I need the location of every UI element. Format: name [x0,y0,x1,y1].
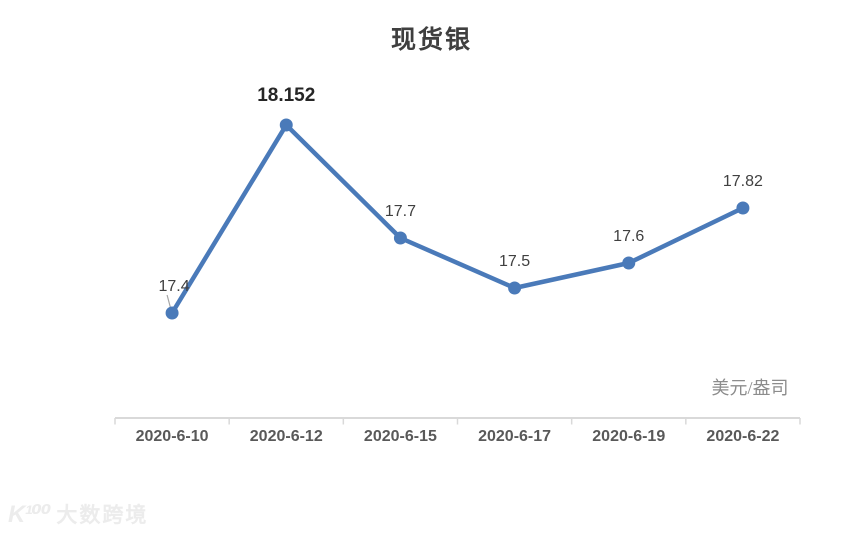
chart-title: 现货银 [390,27,472,54]
x-axis-label: 2020-6-12 [249,428,323,445]
data-label: 17.5 [499,253,531,270]
data-point-marker [279,118,293,132]
data-point-marker [508,281,522,295]
data-label: 17.6 [613,228,645,245]
data-label: 17.4 [158,278,190,295]
x-axis-label: 2020-6-10 [135,428,209,445]
data-label: 17.7 [384,203,416,220]
data-point-marker [736,201,750,215]
watermark-text: 大数跨境 [56,504,149,527]
data-point-marker [393,231,407,245]
x-axis-label: 2020-6-19 [592,428,666,445]
series-line [169,122,746,316]
data-point-marker [165,306,179,320]
x-axis-label: 2020-6-17 [478,428,552,445]
data-label: 17.82 [722,173,763,190]
data-label-max: 18.152 [257,85,316,106]
watermark-logo-icon: K¹⁰⁰ [8,500,51,528]
data-point-marker [622,256,636,270]
axis-unit-label: 美元/盎司 [711,378,789,398]
x-axis-label: 2020-6-22 [706,428,780,445]
x-axis-label: 2020-6-15 [363,428,437,445]
watermark: K¹⁰⁰ 大数跨境 [8,499,148,529]
